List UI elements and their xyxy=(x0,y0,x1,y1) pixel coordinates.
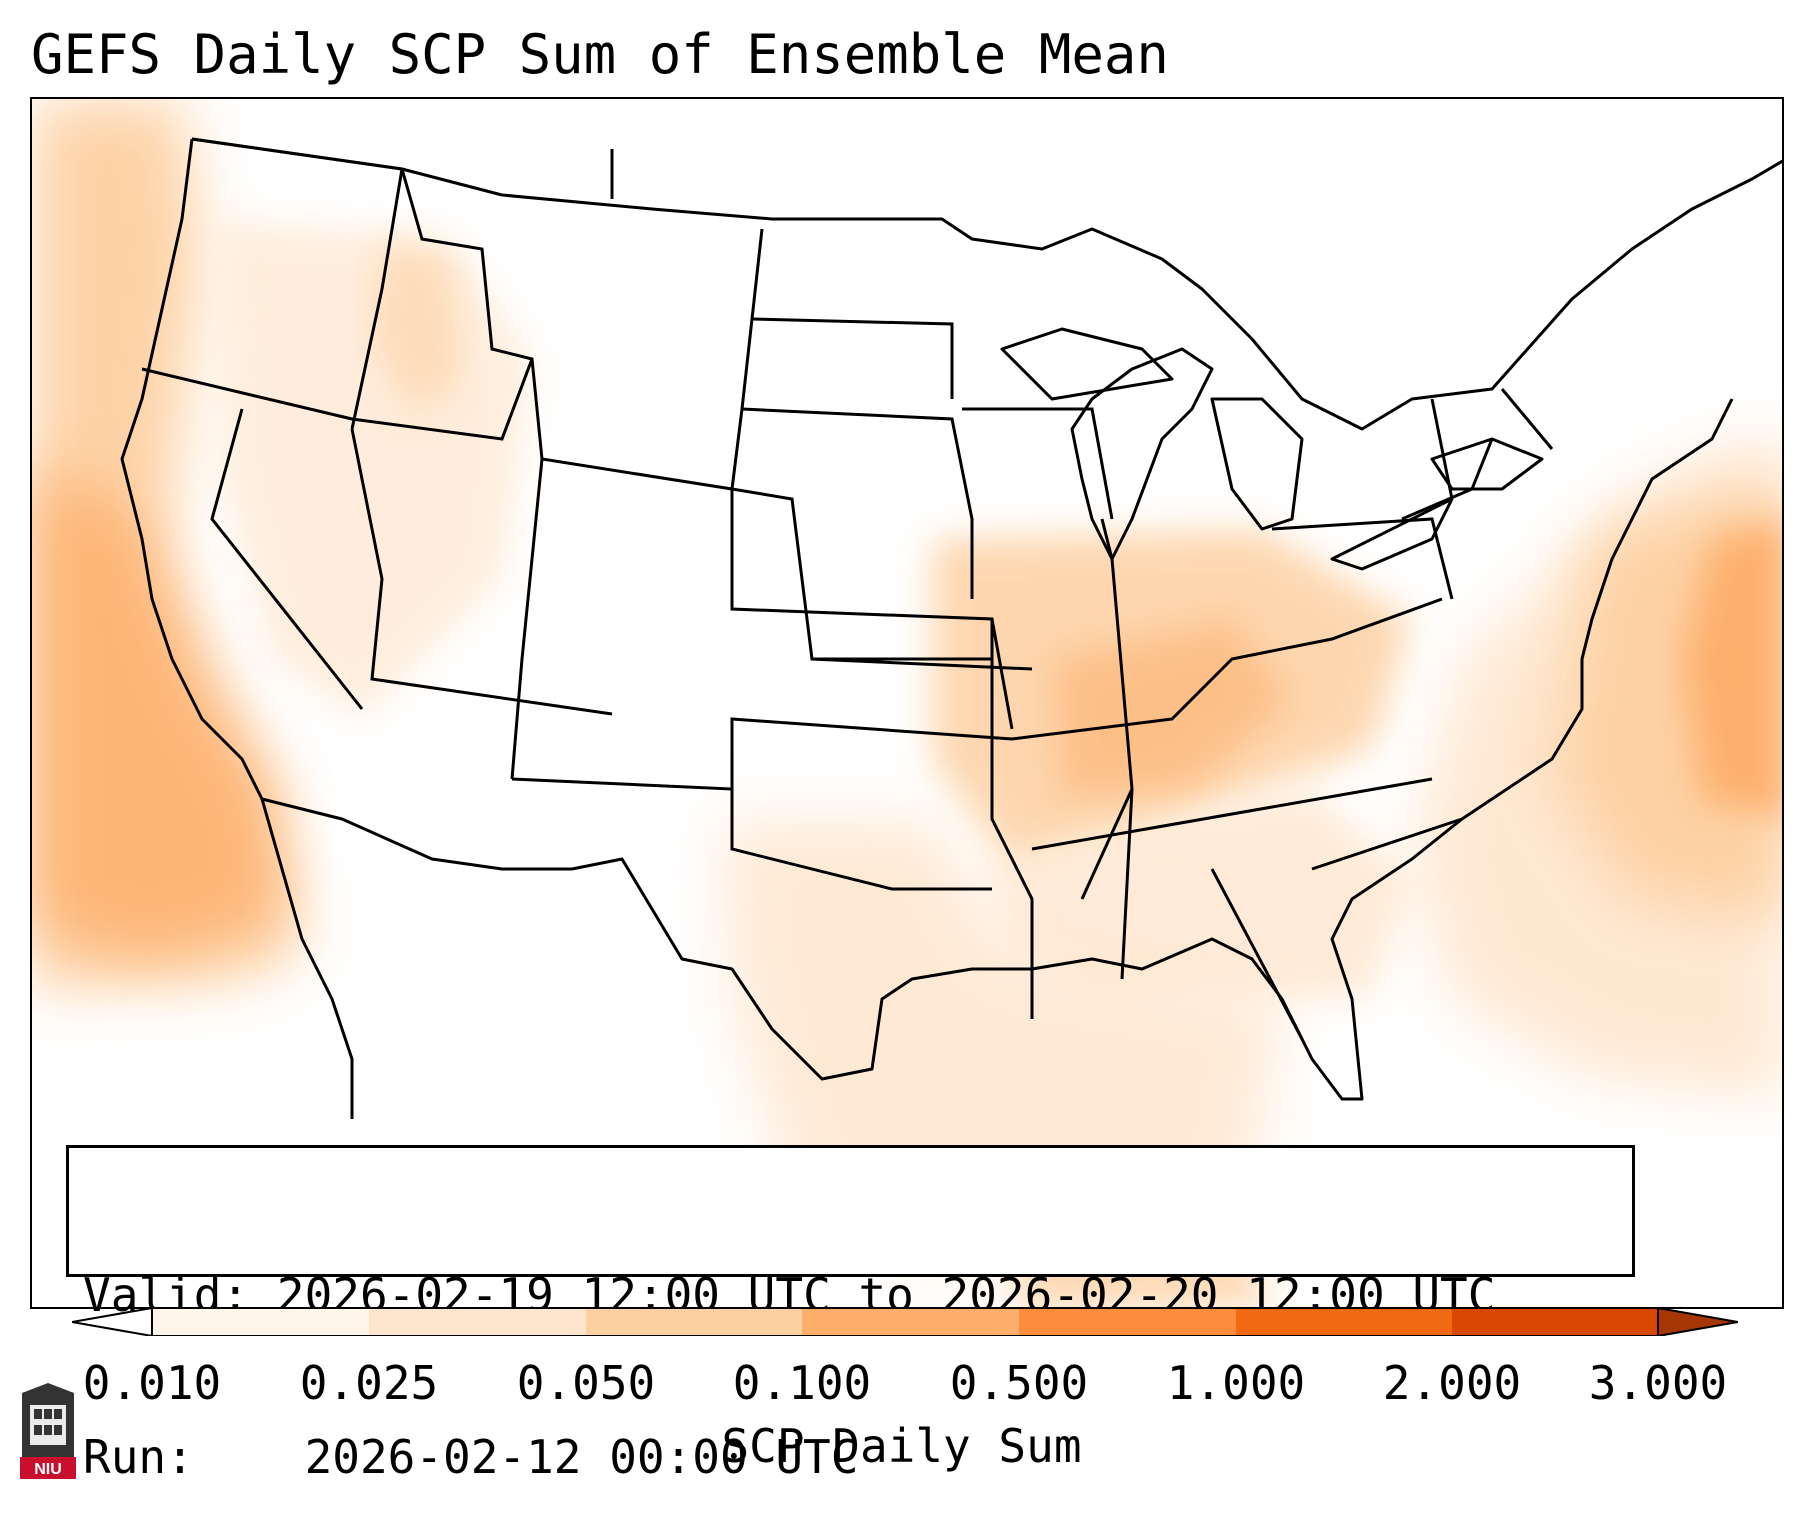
scp-map xyxy=(32,99,1782,1307)
colorbar-tick-label: 0.500 xyxy=(949,1356,1089,1410)
map-title: GEFS Daily SCP Sum of Ensemble Mean xyxy=(31,23,1169,86)
scp-shading xyxy=(32,99,1782,1307)
colorbar-segment xyxy=(152,1308,369,1336)
colorbar-tick-label: 1.000 xyxy=(1166,1356,1306,1410)
colorbar-segment xyxy=(802,1308,1019,1336)
run-label: Run: xyxy=(83,1430,194,1484)
colorbar-tick-label: 3.000 xyxy=(1588,1356,1728,1410)
colorbar-segment xyxy=(1236,1308,1452,1336)
valid-run-info-box: Valid: 2026-02-19 12:00 UTC to 2026-02-2… xyxy=(66,1145,1635,1484)
map-boundaries xyxy=(120,137,1782,1119)
logo-text: NIU xyxy=(34,1461,62,1478)
colorbar-outline xyxy=(151,1308,1659,1336)
colorbar-segment xyxy=(369,1308,586,1336)
run-line: Run: 2026-02-12 00:00 UTC xyxy=(83,1430,1618,1484)
colorbar-tick-label: 0.025 xyxy=(299,1356,439,1410)
colorbar-tick-label: 0.010 xyxy=(82,1356,222,1410)
university-logo-icon: NIU xyxy=(20,1383,76,1479)
colorbar-extend-high xyxy=(1657,1308,1738,1336)
map-panel xyxy=(30,97,1784,1309)
colorbar xyxy=(72,1308,1738,1336)
colorbar-label: SCP Daily Sum xyxy=(721,1419,1082,1473)
colorbar-segment xyxy=(586,1308,802,1336)
colorbar-segment xyxy=(1019,1308,1236,1336)
colorbar-segment xyxy=(1452,1308,1658,1336)
colorbar-tick-label: 2.000 xyxy=(1382,1356,1522,1410)
colorbar-extend-low xyxy=(72,1308,153,1336)
colorbar-tick-label: 0.100 xyxy=(732,1356,872,1410)
state-borders xyxy=(141,137,1554,1040)
run-value: 2026-02-12 00:00 UTC xyxy=(304,1430,859,1484)
colorbar-tick-label: 0.050 xyxy=(516,1356,656,1410)
